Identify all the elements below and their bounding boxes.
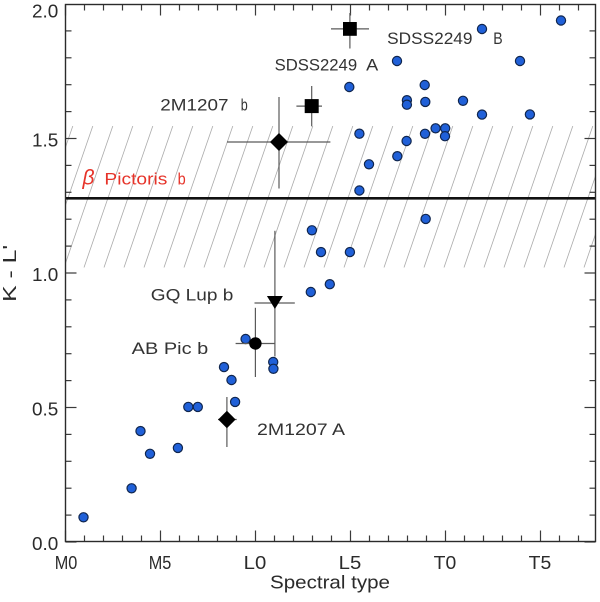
svg-text:SDSS2249: SDSS2249 bbox=[387, 30, 472, 48]
svg-text:2M1207: 2M1207 bbox=[160, 96, 228, 114]
svg-text:M5: M5 bbox=[149, 553, 172, 573]
svg-text:2.0: 2.0 bbox=[32, 2, 58, 22]
svg-text:L0: L0 bbox=[244, 553, 267, 573]
svg-text:B: B bbox=[493, 30, 502, 48]
svg-text:Pictoris: Pictoris bbox=[104, 171, 167, 189]
svg-text:AB Pic b: AB Pic b bbox=[132, 340, 209, 358]
svg-text:2M1207 A: 2M1207 A bbox=[257, 421, 345, 439]
svg-text:1.5: 1.5 bbox=[32, 130, 58, 150]
svg-text:β: β bbox=[82, 167, 95, 190]
svg-text:GQ Lup b: GQ Lup b bbox=[151, 287, 234, 305]
svg-text:0.5: 0.5 bbox=[32, 399, 58, 419]
svg-text:Spectral type: Spectral type bbox=[270, 572, 390, 592]
svg-text:0.0: 0.0 bbox=[32, 534, 58, 554]
svg-text:b: b bbox=[241, 96, 248, 114]
svg-text:M0: M0 bbox=[55, 553, 78, 573]
svg-text:SDSS2249: SDSS2249 bbox=[275, 56, 358, 74]
svg-text:A: A bbox=[366, 56, 378, 74]
svg-text:T5: T5 bbox=[529, 553, 552, 573]
svg-text:L5: L5 bbox=[339, 553, 362, 573]
svg-text:K - L': K - L' bbox=[0, 245, 20, 302]
svg-text:b: b bbox=[178, 171, 186, 189]
svg-text:1.0: 1.0 bbox=[32, 265, 58, 285]
svg-text:T0: T0 bbox=[434, 553, 457, 573]
